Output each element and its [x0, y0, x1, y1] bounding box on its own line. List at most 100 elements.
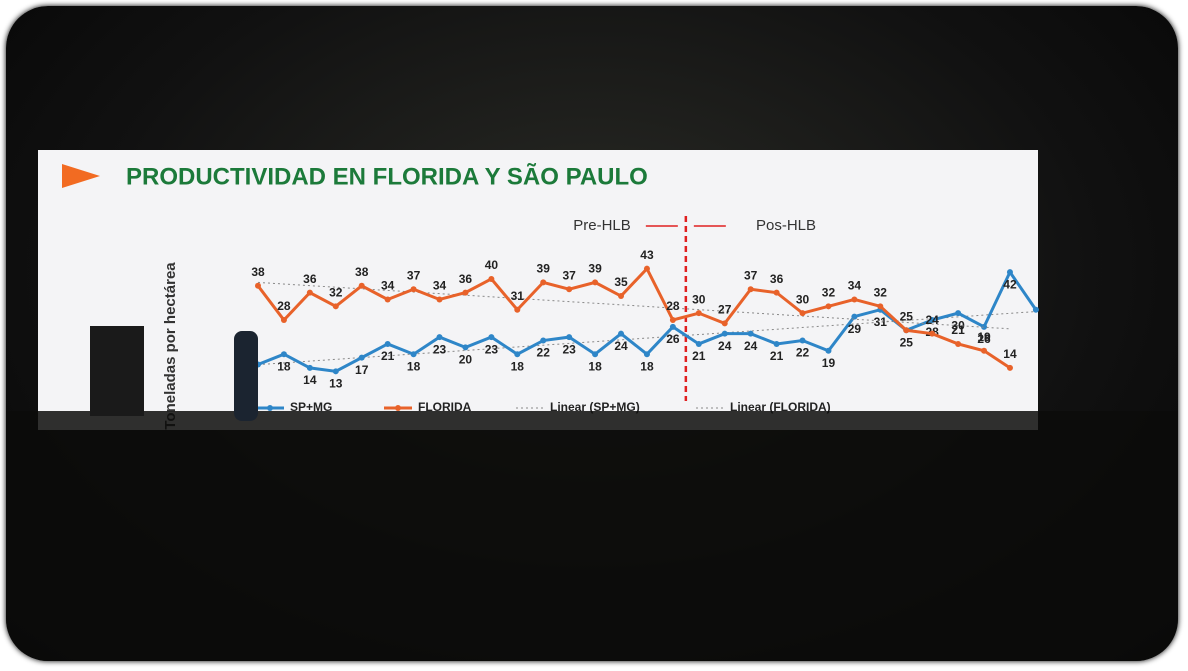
data-label: 21 — [381, 349, 395, 363]
data-label: 24 — [744, 339, 758, 353]
point — [618, 331, 624, 337]
data-label: 38 — [251, 265, 265, 279]
data-label: 14 — [1003, 347, 1017, 361]
data-label: 29 — [848, 322, 862, 336]
y-axis-label: Toneladas por hectárea — [162, 262, 179, 430]
data-label: 18 — [407, 359, 421, 373]
point — [255, 283, 261, 289]
point — [333, 303, 339, 309]
point — [903, 327, 909, 333]
data-label: 39 — [537, 262, 551, 276]
data-label: 34 — [433, 279, 447, 293]
data-label: 31 — [511, 289, 525, 303]
data-label: 18 — [277, 359, 291, 373]
point — [437, 296, 443, 302]
point — [411, 351, 417, 357]
point — [774, 290, 780, 296]
point — [800, 338, 806, 344]
data-label: 31 — [874, 315, 888, 329]
point — [670, 324, 676, 330]
data-label: 19 — [977, 330, 991, 344]
point — [696, 341, 702, 347]
point — [955, 341, 961, 347]
point — [877, 303, 883, 309]
data-label: 24 — [614, 339, 628, 353]
point — [929, 331, 935, 337]
annotation: Pos-HLB — [756, 217, 816, 234]
data-label: 26 — [666, 332, 680, 346]
data-label: 25 — [900, 309, 914, 323]
point — [981, 348, 987, 354]
data-label: 24 — [718, 339, 732, 353]
point — [825, 303, 831, 309]
point — [333, 368, 339, 374]
point — [851, 296, 857, 302]
point — [462, 290, 468, 296]
data-label: 27 — [718, 303, 732, 317]
point — [514, 307, 520, 313]
data-label: 28 — [277, 299, 291, 313]
data-label: 34 — [381, 279, 395, 293]
point — [825, 348, 831, 354]
point — [411, 286, 417, 292]
point — [748, 331, 754, 337]
data-label: 35 — [614, 275, 628, 289]
point — [488, 334, 494, 340]
point — [722, 320, 728, 326]
data-label: 30 — [692, 292, 706, 306]
data-label: 28 — [666, 299, 680, 313]
point — [307, 365, 313, 371]
point — [540, 338, 546, 344]
point — [618, 293, 624, 299]
data-label: 36 — [303, 272, 317, 286]
chart: PRODUCTIVIDAD EN FLORIDA Y SÃO PAULO Ton… — [6, 6, 1178, 661]
data-label: 34 — [848, 279, 862, 293]
data-label: 18 — [511, 359, 525, 373]
data-label: 39 — [588, 262, 602, 276]
annotation: Pre-HLB — [573, 217, 631, 234]
point — [488, 276, 494, 282]
data-label: 21 — [770, 349, 784, 363]
point — [722, 331, 728, 337]
point — [955, 310, 961, 316]
data-label: 14 — [303, 373, 317, 387]
point — [566, 334, 572, 340]
data-label: 32 — [874, 285, 888, 299]
data-label: 43 — [640, 248, 654, 262]
data-label: 17 — [355, 363, 369, 377]
data-label: 32 — [329, 285, 343, 299]
speaker — [234, 331, 258, 421]
point — [1033, 307, 1039, 313]
point — [748, 286, 754, 292]
data-label: 23 — [433, 342, 447, 356]
audience — [6, 411, 1178, 661]
point — [540, 279, 546, 285]
data-label: 21 — [951, 323, 965, 337]
data-label: 18 — [640, 359, 654, 373]
data-label: 22 — [537, 346, 551, 360]
point — [1007, 365, 1013, 371]
point — [281, 351, 287, 357]
data-label: 40 — [485, 258, 499, 272]
point — [644, 266, 650, 272]
data-label: 24 — [926, 313, 940, 327]
data-label: 42 — [1003, 277, 1017, 291]
data-label: 30 — [796, 292, 810, 306]
point — [566, 286, 572, 292]
point — [385, 296, 391, 302]
point — [774, 341, 780, 347]
data-label: 23 — [562, 342, 576, 356]
point — [800, 310, 806, 316]
data-label: 36 — [770, 272, 784, 286]
point — [514, 351, 520, 357]
data-label: 22 — [796, 346, 810, 360]
legend-swatch — [395, 405, 401, 411]
point — [281, 317, 287, 323]
point — [670, 317, 676, 323]
data-label: 20 — [459, 353, 473, 367]
data-label: 37 — [407, 268, 421, 282]
point — [359, 355, 365, 361]
legend-swatch — [267, 405, 273, 411]
data-label: 37 — [744, 268, 758, 282]
point — [359, 283, 365, 289]
